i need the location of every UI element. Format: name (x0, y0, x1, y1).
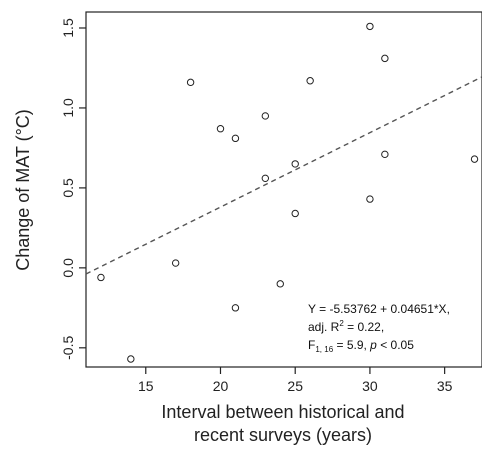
data-point (171, 259, 180, 267)
y-tick-label: 0.0 (60, 258, 76, 278)
data-point (291, 160, 299, 168)
data-point (231, 304, 240, 312)
data-point (261, 174, 270, 183)
data-point (366, 22, 374, 31)
x-tick-label: 30 (362, 378, 378, 394)
data-point (186, 78, 195, 87)
data-point (97, 273, 105, 282)
data-point (216, 125, 225, 133)
y-tick-label: 1.5 (60, 18, 76, 38)
x-tick-label: 15 (138, 378, 154, 394)
y-axis-ticks: -0.5 0.0 0.5 1.0 1.5 (60, 18, 86, 360)
data-points (97, 22, 479, 363)
annotation-f-mid: = 5.9, (333, 338, 370, 352)
data-point (261, 112, 270, 120)
data-point (470, 155, 479, 163)
annotation-f-test: F1, 16 = 5.9, p < 0.05 (308, 338, 414, 354)
x-axis-title-line-2: recent surveys (years) (194, 425, 372, 445)
y-tick-label: 1.0 (60, 98, 76, 118)
annotation-r2-prefix: adj. R (308, 320, 340, 334)
y-axis-title: Change of MAT (°C) (13, 109, 33, 271)
annotation-r2-sup: 2 (339, 319, 344, 328)
x-tick-label: 35 (437, 378, 453, 394)
annotation-f-suffix: < 0.05 (377, 338, 414, 352)
annotation-f-prefix: F (308, 338, 315, 352)
data-point (127, 355, 135, 363)
data-point (381, 150, 389, 159)
annotation-p-symbol: p (369, 338, 377, 352)
annotation-r2: adj. R2 = 0.22, (308, 319, 384, 334)
annotation-f-sub: 1, 16 (315, 345, 333, 354)
annotation-r2-suffix: = 0.22, (344, 320, 384, 334)
data-point (381, 54, 389, 63)
data-point (291, 209, 299, 218)
x-axis-ticks: 15 20 25 30 35 (138, 367, 453, 394)
x-tick-label: 25 (287, 378, 303, 394)
regression-line (85, 76, 482, 275)
data-point (366, 195, 374, 203)
x-axis-title-line-1: Interval between historical and (161, 402, 404, 422)
data-point (231, 134, 240, 143)
regression-annotation: Y = -5.53762 + 0.04651*X, adj. R2 = 0.22… (308, 302, 450, 354)
y-tick-label: -0.5 (60, 336, 76, 360)
y-tick-label: 0.5 (60, 178, 76, 198)
x-tick-label: 20 (213, 378, 229, 394)
plot-frame (85, 11, 482, 368)
annotation-equation: Y = -5.53762 + 0.04651*X, (308, 302, 450, 316)
data-point (306, 77, 314, 85)
data-point (276, 280, 284, 288)
